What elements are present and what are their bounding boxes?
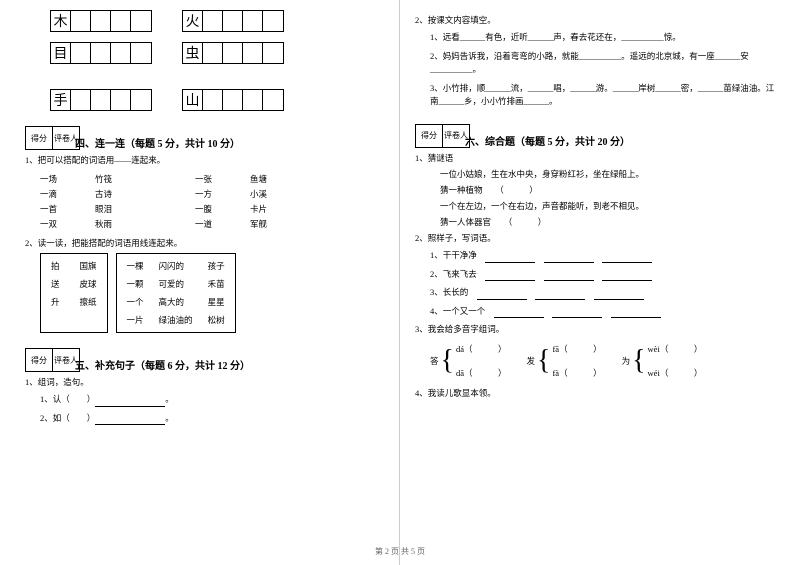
left-column: 木 火 目 虫 手 山 (0, 0, 400, 565)
q5-item-2: 2、如（ ）。 (40, 412, 384, 426)
right-column: 2、按课文内容填空。 1、远看______有色，近听______声，春去花还在，… (400, 0, 800, 565)
q6-2: 2、照样子，写词语。 (415, 232, 780, 244)
q5-1: 1、组词，造句。 (25, 376, 384, 388)
q6-1: 1、猜谜语 (415, 152, 780, 164)
q5-item-1: 1、认（ ）。 (40, 393, 384, 407)
brace-icon: { (537, 347, 550, 375)
char-cell: 手 (51, 90, 71, 110)
fill-3: 3、小竹排，顺______流，______唱，______游。______岸树_… (430, 82, 780, 109)
char-box-1: 木 (50, 10, 152, 32)
section-4-title: 四、连一连（每题 5 分，共计 10 分） (75, 135, 384, 150)
char-cell: 虫 (183, 43, 203, 63)
char-box-5: 手 (50, 89, 152, 111)
q4-2: 2、读一读，把能搭配的词语用线连起来。 (25, 237, 384, 249)
char-box-4: 虫 (182, 42, 284, 64)
character-practice-boxes: 木 火 目 虫 手 山 (50, 10, 384, 111)
char-box-3: 目 (50, 42, 152, 64)
fill-1: 1、远看______有色，近听______声，春去花还在，__________惊… (430, 31, 780, 45)
char-box-6: 山 (182, 89, 284, 111)
brace-icon: { (441, 347, 454, 375)
pinyin-groups: 答 { dá（ ） dā（ ） 发 { fā（ ） fà（ ） 为 { (430, 343, 780, 379)
fill-2: 2、妈妈告诉我，沿着弯弯的小路，就能__________。遥远的北京城，有一座_… (430, 50, 780, 77)
char-cell: 火 (183, 11, 203, 31)
word-box-2: 一棵 一颗 一个 一片 闪闪的 可爱的 高大的 绿油油的 孩子 禾苗 星 (116, 253, 236, 333)
right-q2: 2、按课文内容填空。 (415, 14, 780, 26)
word-box-1: 拍 送 升 国旗 皮球 擦纸 (40, 253, 108, 333)
brace-icon: { (632, 347, 645, 375)
q6-4: 4、我读儿歌显本领。 (415, 387, 780, 399)
section-5-title: 五、补充句子（每题 6 分，共计 12 分） (75, 357, 384, 372)
score-label: 得分 (25, 126, 53, 150)
char-box-2: 火 (182, 10, 284, 32)
q4-1: 1、把可以搭配的词语用——连起来。 (25, 154, 384, 166)
char-cell: 木 (51, 11, 71, 31)
char-cell: 山 (183, 90, 203, 110)
q6-3: 3、我会给多音字组词。 (415, 323, 780, 335)
char-cell: 目 (51, 43, 71, 63)
page-footer: 第 2 页 共 5 页 (0, 546, 800, 557)
section-6-title: 六、综合题（每题 5 分，共计 20 分） (465, 133, 780, 148)
